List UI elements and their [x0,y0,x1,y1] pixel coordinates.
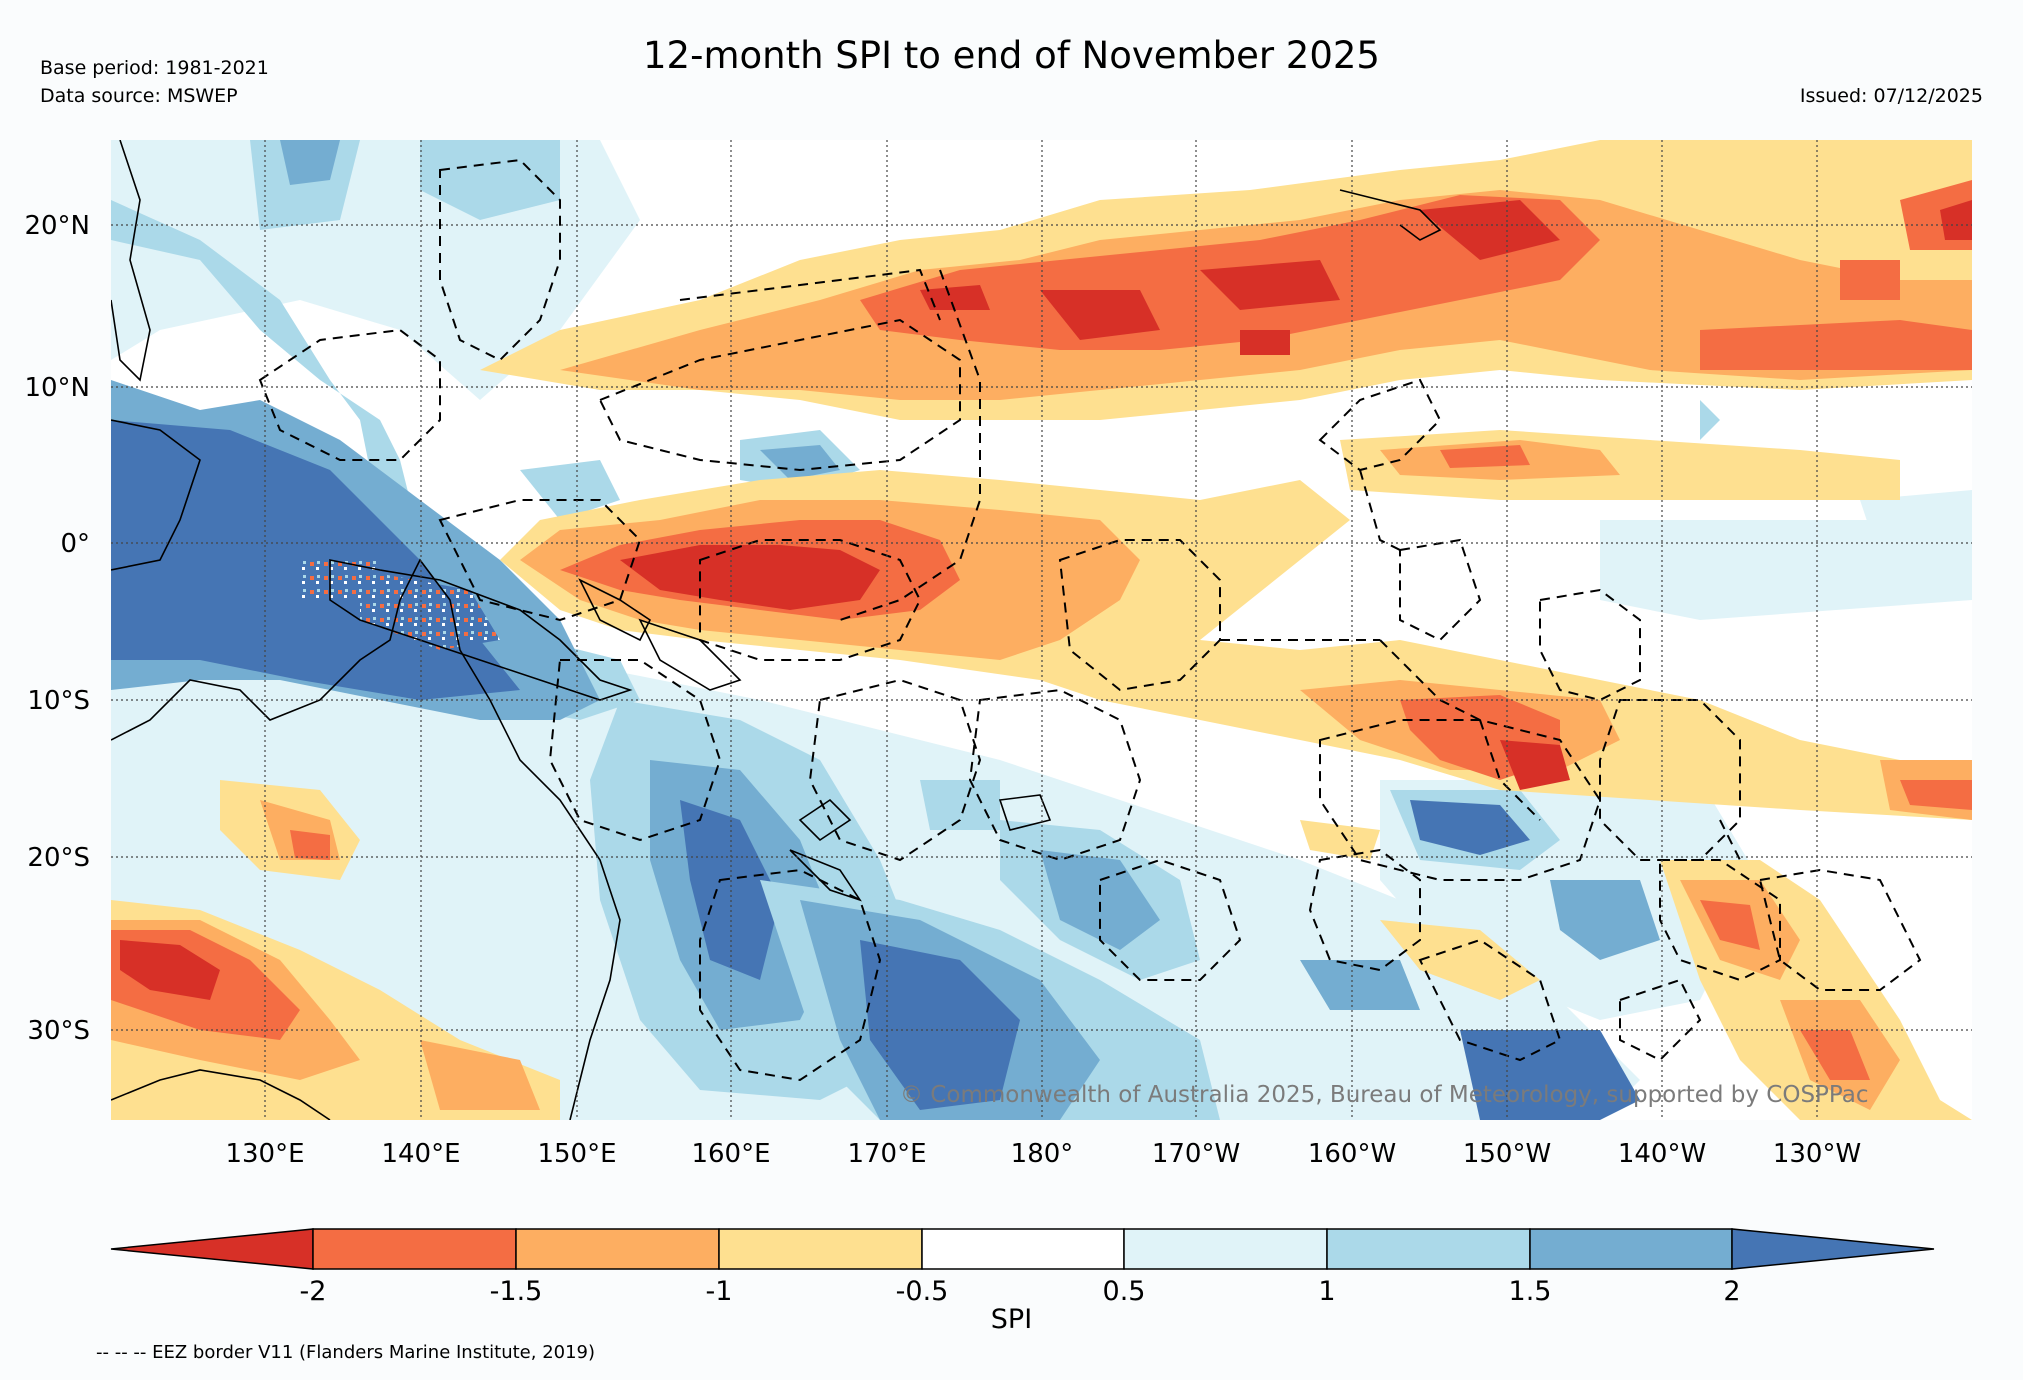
lon-label-130e: 130°E [225,1139,304,1169]
australia-coastline [111,558,621,1120]
lon-label-170e: 170°E [847,1139,926,1169]
vanuatu-coastline [798,798,852,842]
colorbar-tick: -2 [300,1276,327,1307]
colorbar-segment-minus1.5-to-minus1 [515,1228,720,1270]
colorbar-tick: 2 [1723,1276,1740,1307]
australia-south-coastline [111,1069,331,1120]
lon-label-140w: 140°W [1618,1139,1706,1169]
map-title: 12-month SPI to end of November 2025 [643,34,1380,77]
base-period-text: Base period: 1981-2021 [40,57,269,79]
indonesia-coastline [111,419,201,571]
hawaii-coastline [1339,189,1442,241]
issued-date-text: Issued: 07/12/2025 [1799,85,1983,107]
colorbar-label: SPI [990,1304,1033,1335]
colorbar-segment-minus2-to-minus1.5 [312,1228,517,1270]
colorbar-segment-gt2 [1731,1228,1935,1270]
colorbar-segment-1-to-1.5 [1326,1228,1531,1270]
colorbar-ticks: -2 -1.5 -1 -0.5 0.5 1 1.5 2 [300,1276,1741,1307]
lon-label-160w: 160°W [1308,1139,1396,1169]
eez-footnote: -- -- -- EEZ border V11 (Flanders Marine… [96,1342,596,1363]
copyright-notice: © Commonwealth of Australia 2025, Bureau… [900,1082,1869,1108]
philippines-coastline [111,140,151,382]
lon-label-160e: 160°E [691,1139,770,1169]
new-caledonia-coastline [789,849,862,902]
fiji-coastline [998,794,1052,831]
map-plot-area [111,140,1972,1120]
lon-label-140e: 140°E [381,1139,460,1169]
longitude-labels: 130°E 140°E 150°E 160°E 170°E 180° 170°W… [225,1139,1861,1169]
lon-label-170w: 170°W [1152,1139,1240,1169]
spi-dry-regions [111,140,1972,1120]
colorbar-segment-1.5-to-2 [1529,1228,1733,1270]
colorbar-segment-0.5-to-1 [1123,1228,1328,1270]
colorbar-segment-minus1-to-minus0.5 [718,1228,923,1270]
lon-label-130w: 130°W [1773,1139,1861,1169]
colorbar-tick: 1 [1318,1276,1335,1307]
spi-wet-regions [111,140,1972,1120]
new-guinea-coastline [329,559,633,701]
lat-label-0: 0° [60,529,90,559]
lat-label-10n: 10°N [24,373,90,403]
lat-label-30s: 30°S [27,1016,90,1046]
eez-boundaries [258,158,1922,1082]
lat-label-10s: 10°S [27,686,90,716]
coastlines [111,140,1442,1120]
colorbar-segment-lt-minus2 [110,1228,314,1270]
colorbar-tick: 1.5 [1509,1276,1552,1307]
lat-label-20n: 20°N [24,211,90,241]
lat-label-20s: 20°S [27,843,90,873]
colorbar-tick: 0.5 [1103,1276,1146,1307]
lon-label-180: 180° [1011,1139,1074,1169]
data-source-text: Data source: MSWEP [40,85,238,107]
colorbar-tick: -0.5 [896,1276,949,1307]
graticule [111,140,1972,1120]
latitude-labels: 20°N 10°N 0° 10°S 20°S 30°S [24,211,90,1046]
solomon-islands-coastline [638,618,742,691]
colorbar-tick: -1 [706,1276,733,1307]
colorbar-tick: -1.5 [490,1276,543,1307]
lon-label-150e: 150°E [537,1139,616,1169]
lon-label-150w: 150°W [1463,1139,1551,1169]
colorbar-segment-minus0.5-to-0.5 [921,1228,1125,1270]
spi-map: 20°N 10°N 0° 10°S 20°S 30°S 130°E 140°E … [24,140,1972,1169]
